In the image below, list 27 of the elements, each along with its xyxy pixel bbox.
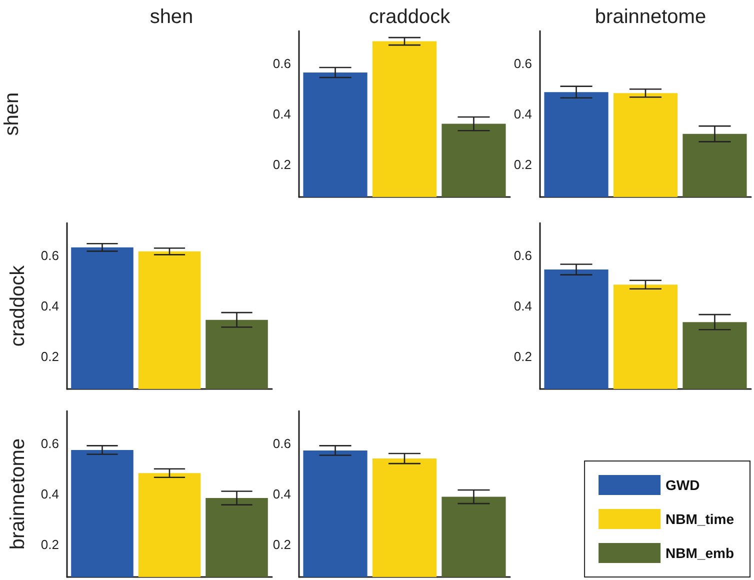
y-tick-label: 0.4	[514, 106, 532, 122]
y-tick-label: 0.2	[40, 536, 59, 552]
y-tick-label: 0.4	[272, 486, 291, 502]
y-tick-label: 0.4	[40, 486, 59, 502]
chart-title: shen	[150, 6, 194, 28]
chart-title: craddock	[368, 6, 452, 28]
y-tick-label: 0.6	[272, 436, 291, 452]
chart-title: brainnetome	[594, 6, 706, 28]
y-axis-title: shen	[1, 92, 23, 136]
y-tick-label: 0.6	[272, 56, 291, 72]
legend-label: NBM_emb	[666, 545, 734, 561]
y-tick-label: 0.6	[514, 56, 532, 72]
legend-label: NBM_time	[666, 511, 734, 527]
y-tick-label: 0.4	[272, 106, 291, 122]
y-tick-label: 0.2	[40, 348, 59, 364]
y-tick-label: 0.2	[514, 156, 532, 172]
y-tick-label: 0.2	[272, 156, 291, 172]
y-tick-label: 0.4	[514, 298, 532, 314]
y-tick-label: 0.2	[514, 348, 532, 364]
y-axis-title: craddock	[7, 264, 29, 347]
y-tick-label: 0.6	[514, 248, 532, 264]
y-tick-label: 0.6	[40, 248, 59, 264]
y-tick-label: 0.4	[40, 298, 59, 314]
y-axis-title: brainnetome	[7, 438, 29, 550]
y-tick-label: 0.2	[272, 536, 291, 552]
legend-label: GWD	[666, 477, 700, 493]
y-tick-label: 0.6	[40, 436, 59, 452]
